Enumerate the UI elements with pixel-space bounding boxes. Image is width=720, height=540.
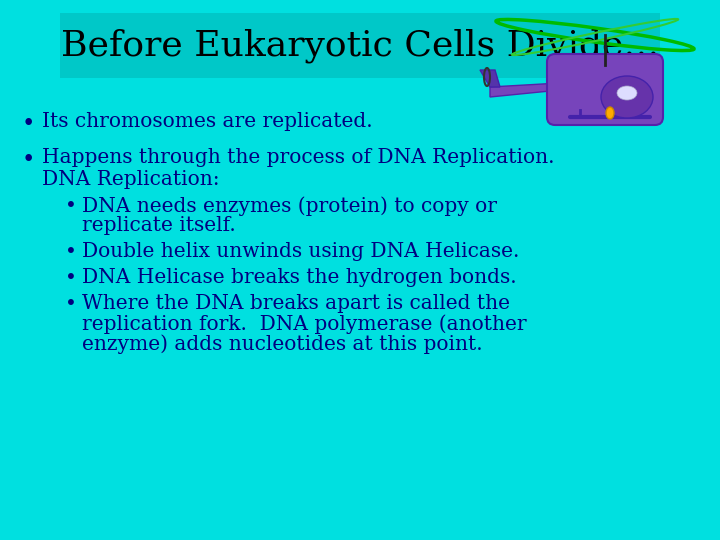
Ellipse shape — [617, 86, 637, 100]
Text: •: • — [22, 112, 35, 135]
Text: DNA needs enzymes (protein) to copy or: DNA needs enzymes (protein) to copy or — [82, 196, 497, 215]
Text: enzyme) adds nucleotides at this point.: enzyme) adds nucleotides at this point. — [82, 334, 482, 354]
Text: •: • — [65, 242, 77, 261]
Text: DNA Helicase breaks the hydrogen bonds.: DNA Helicase breaks the hydrogen bonds. — [82, 268, 517, 287]
Text: replication fork.  DNA polymerase (another: replication fork. DNA polymerase (anothe… — [82, 314, 526, 334]
Text: Where the DNA breaks apart is called the: Where the DNA breaks apart is called the — [82, 294, 510, 313]
FancyBboxPatch shape — [60, 13, 660, 78]
Text: replicate itself.: replicate itself. — [82, 216, 235, 235]
Ellipse shape — [601, 76, 653, 118]
Text: •: • — [65, 196, 77, 215]
FancyBboxPatch shape — [547, 54, 663, 125]
Polygon shape — [490, 83, 560, 97]
Text: DNA Replication:: DNA Replication: — [42, 170, 220, 189]
Ellipse shape — [606, 107, 614, 119]
Text: Before Eukaryotic Cells Divide…: Before Eukaryotic Cells Divide… — [60, 28, 660, 63]
Text: •: • — [65, 268, 77, 287]
Polygon shape — [480, 70, 500, 87]
Text: Double helix unwinds using DNA Helicase.: Double helix unwinds using DNA Helicase. — [82, 242, 519, 261]
Text: •: • — [22, 148, 35, 171]
Text: Its chromosomes are replicated.: Its chromosomes are replicated. — [42, 112, 373, 131]
Text: Happens through the process of DNA Replication.: Happens through the process of DNA Repli… — [42, 148, 554, 167]
Text: •: • — [65, 294, 77, 313]
